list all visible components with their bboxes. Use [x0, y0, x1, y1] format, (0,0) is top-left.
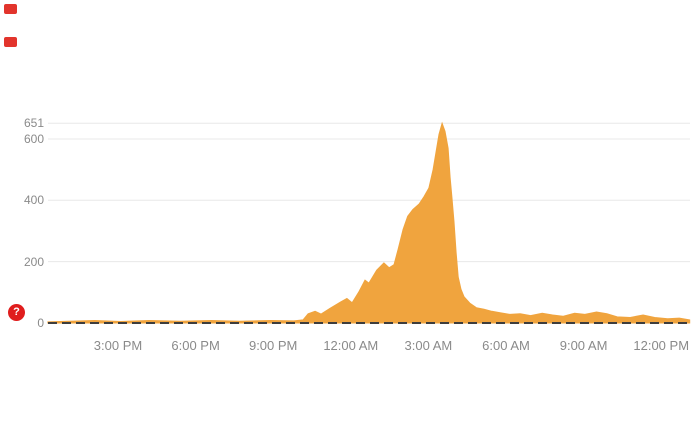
broken-image-icon — [4, 37, 17, 47]
y-axis-tick-label: 200 — [23, 254, 44, 269]
y-axis-tick-label: 600 — [23, 131, 44, 146]
x-axis-tick-label: 12:00 PM — [633, 338, 690, 353]
y-axis-tick-label: 400 — [23, 193, 44, 208]
y-axis-tick-label: 651 — [23, 116, 44, 131]
broken-image-icon — [4, 4, 17, 14]
gridlines — [48, 122, 690, 263]
x-axis-tick-label: 6:00 AM — [482, 338, 530, 353]
x-axis-tick-label: 9:00 PM — [248, 338, 298, 353]
x-axis-tick-label: 12:00 AM — [323, 338, 379, 353]
x-axis-tick-label: 3:00 AM — [404, 338, 453, 353]
help-icon[interactable]: ? — [8, 304, 25, 321]
x-axis-tick-label: 9:00 AM — [559, 338, 608, 353]
x-axis-tick-label: 3:00 PM — [93, 338, 143, 353]
y-axis-tick-label: 0 — [37, 316, 44, 330]
reports-area-series[interactable] — [47, 121, 691, 324]
x-axis-tick-label: 6:00 PM — [171, 338, 220, 353]
